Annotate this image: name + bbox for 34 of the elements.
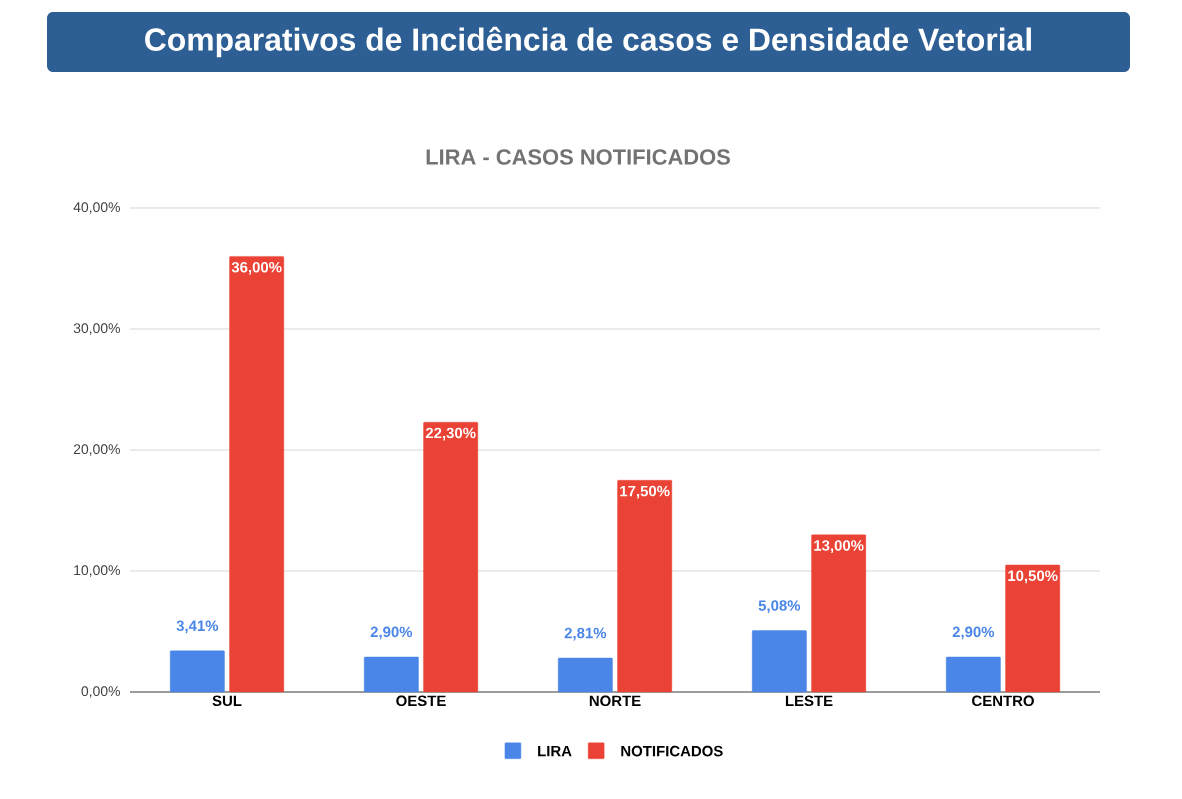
data-label: 13,00% — [814, 540, 864, 553]
chart-title: Comparativos de Incidência de casos e Densidade Vetorial — [145, 26, 1031, 58]
x-tick-label: LESTE — [785, 695, 833, 707]
legend-label: NOTIFICADOS — [621, 745, 723, 757]
data-label: 17,50% — [620, 485, 670, 499]
bar — [363, 656, 419, 693]
data-label: 2,90% — [370, 626, 413, 640]
data-label: 2,81% — [564, 627, 607, 641]
bar — [751, 630, 807, 693]
y-tick-label: 20,00% — [73, 444, 120, 456]
bar — [423, 421, 479, 693]
bar — [617, 480, 673, 693]
data-label: 2,90% — [952, 626, 995, 640]
bar — [229, 256, 285, 693]
chart-subtitle: LIRA - CASOS NOTIFICADOS — [426, 149, 730, 165]
bar — [557, 657, 613, 693]
data-label: 3,41% — [176, 620, 219, 634]
data-label: 36,00% — [231, 261, 282, 275]
x-tick-label: CENTRO — [972, 695, 1034, 707]
bar — [945, 656, 1001, 693]
bar — [1005, 564, 1061, 693]
data-label: 5,08% — [758, 600, 801, 613]
y-tick-label: 30,00% — [73, 323, 120, 335]
data-label: 10,50% — [1008, 570, 1058, 584]
bar — [169, 650, 225, 693]
x-tick-label: NORTE — [589, 695, 641, 707]
x-tick-label: SUL — [212, 695, 242, 707]
legend-label: LIRA — [538, 745, 572, 757]
y-tick-label: 10,00% — [74, 565, 120, 577]
data-label: 22,30% — [425, 427, 476, 441]
x-tick-label: OESTE — [396, 695, 446, 707]
bar — [811, 534, 867, 693]
y-tick-label: 0,00% — [81, 686, 120, 698]
y-tick-label: 40,00% — [73, 202, 120, 214]
